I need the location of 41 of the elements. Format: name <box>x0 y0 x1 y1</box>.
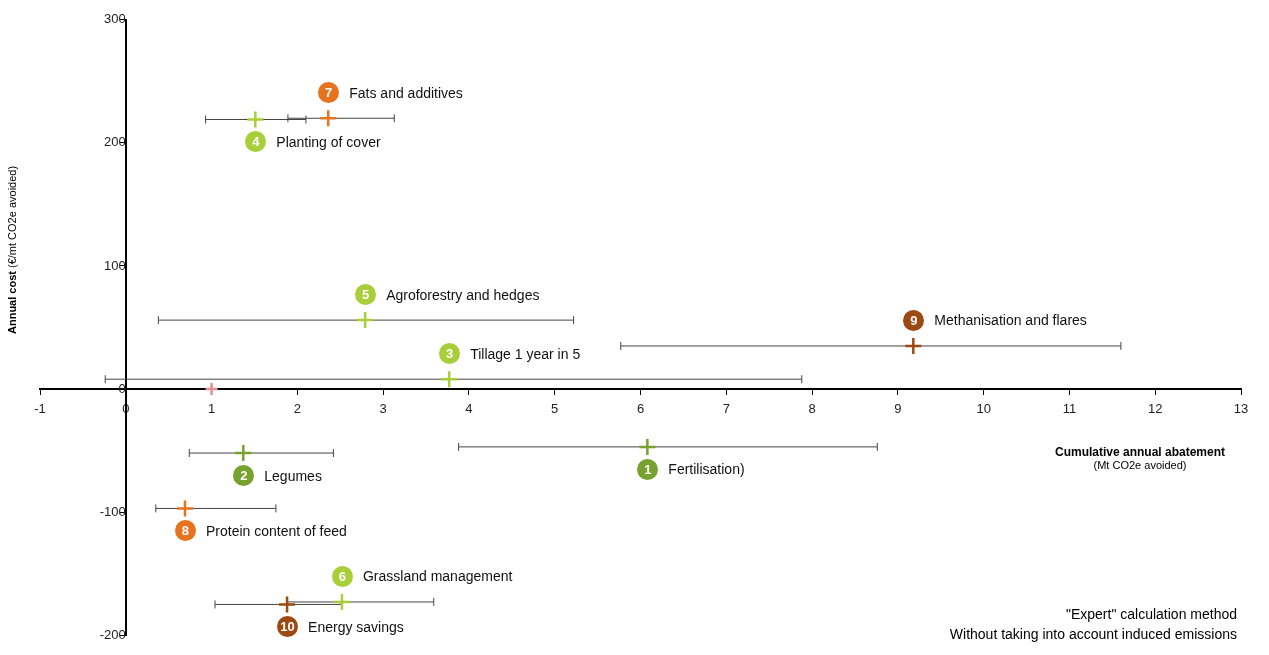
point <box>439 369 459 389</box>
text: 5 Agroforestry and hedges <box>362 286 540 303</box>
y-axis-title: Annual cost (€/mt CO2e avoided) <box>6 165 18 334</box>
point <box>904 336 923 356</box>
x-tick-label: 9 <box>894 401 902 417</box>
x-tick-label: 2 <box>293 401 301 417</box>
y-tick-label: -200 <box>99 626 126 642</box>
x-axis-title: Cumulative annual abatement (Mt CO2e avoided) <box>1055 445 1226 472</box>
x-tick-label: 8 <box>808 401 816 417</box>
text: 2 Legumes <box>240 467 322 484</box>
point <box>246 110 265 129</box>
point <box>277 595 297 614</box>
series-label: 10 Energy savings <box>279 617 404 637</box>
y-tick-label: 300 <box>104 11 126 27</box>
x-tick-label: 3 <box>379 401 387 417</box>
x-tick-label: 4 <box>465 401 473 417</box>
point <box>355 310 375 330</box>
point <box>638 437 657 457</box>
x-tick-label: 10 <box>976 401 991 417</box>
point <box>234 443 253 463</box>
text: 3 Tillage 1 year in 5 <box>446 345 581 362</box>
text: 4 Planting of cover <box>252 133 381 150</box>
text: 6 Grassland management <box>338 568 513 585</box>
x-tick-label: 1 <box>207 401 216 417</box>
x-tick-label: 6 <box>636 401 645 417</box>
x-tick-label: 7 <box>722 401 730 417</box>
x-tick-label: -1 <box>34 401 46 417</box>
text: 9 Methanisation and flares <box>910 312 1087 329</box>
point <box>318 109 338 128</box>
x-tick-label: 13 <box>1233 401 1249 417</box>
annotation: Without taking into account induced emissions <box>949 626 1237 642</box>
point <box>204 381 219 397</box>
text: 7 Fats and additives <box>325 84 463 101</box>
point <box>332 592 352 612</box>
text: 8 Protein content of feed <box>181 522 347 539</box>
point <box>175 499 195 518</box>
text: 1 Fertilisation) <box>644 461 745 478</box>
annotation: "Expert" calculation method <box>1065 606 1237 622</box>
x-tick-label: 12 <box>1147 401 1163 417</box>
x-tick-label: 5 <box>551 401 559 417</box>
x-tick-label: 11 <box>1062 401 1077 417</box>
